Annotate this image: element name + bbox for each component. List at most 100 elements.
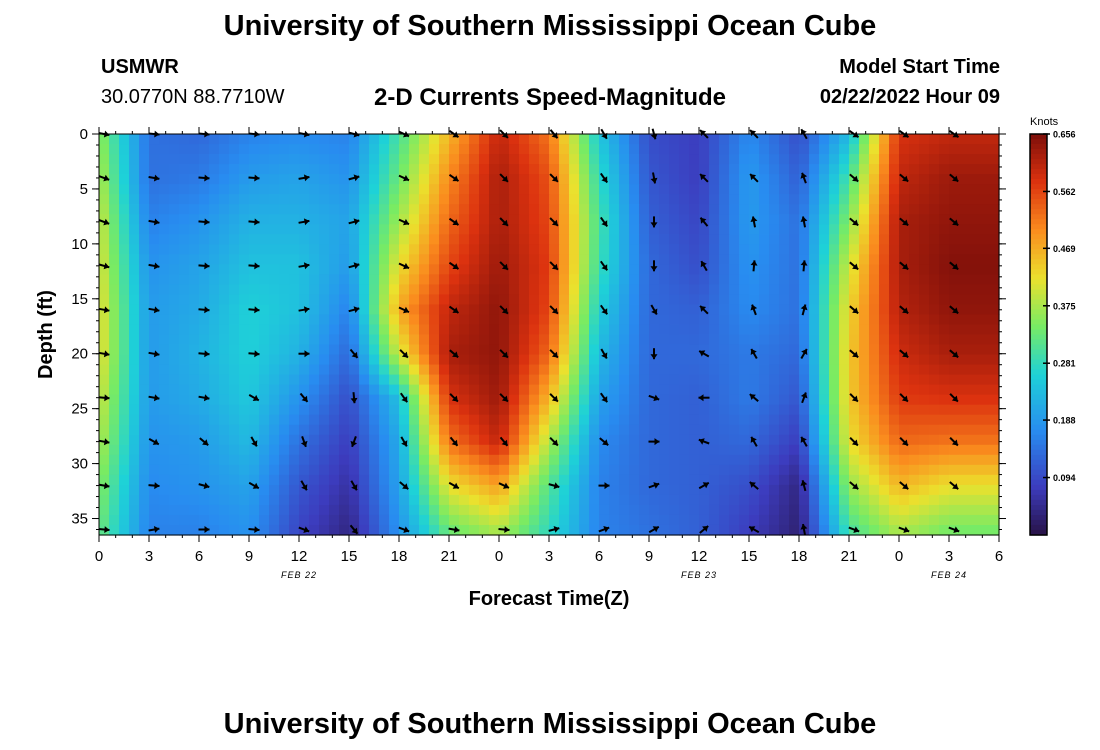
heatmap-cell [729, 284, 740, 296]
heatmap-cell [219, 344, 230, 356]
heatmap-cell [349, 134, 360, 145]
heatmap-cell [199, 344, 210, 356]
heatmap-cell [699, 484, 710, 496]
heatmap-cell [269, 464, 280, 476]
heatmap-cell [799, 504, 810, 516]
heatmap-cell [829, 244, 840, 255]
heatmap-cell [769, 264, 780, 275]
heatmap-cell [219, 314, 230, 326]
heatmap-cell [339, 304, 350, 316]
heatmap-cell [719, 304, 730, 316]
heatmap-cell [359, 384, 370, 396]
arrow-head [254, 350, 260, 358]
heatmap-cell [429, 314, 440, 326]
heatmap-cell [869, 264, 880, 275]
heatmap-cell [569, 254, 580, 265]
heatmap-cell [929, 394, 940, 406]
heatmap-cell [229, 504, 240, 516]
heatmap-cell [689, 244, 700, 255]
heatmap-cell [119, 154, 130, 165]
heatmap-cell [529, 494, 540, 506]
heatmap-cell [199, 254, 210, 265]
heatmap-cell [599, 154, 610, 165]
heatmap-cell [479, 354, 490, 366]
heatmap-cell [419, 494, 430, 506]
heatmap-cell [799, 294, 810, 306]
heatmap-cell [719, 464, 730, 476]
heatmap-cell [679, 374, 690, 386]
heatmap-cell [469, 384, 480, 396]
heatmap-cell [629, 354, 640, 366]
heatmap-cell [349, 364, 360, 376]
arrow-head [952, 351, 959, 358]
heatmap-cell [609, 134, 620, 145]
heatmap-cell [969, 384, 980, 396]
heatmap-cell [489, 454, 500, 466]
heatmap-cell [869, 134, 880, 145]
heatmap-cell [529, 444, 540, 456]
heatmap-cell [399, 504, 410, 516]
heatmap-cell [279, 514, 290, 526]
heatmap-cell [419, 424, 430, 436]
arrow-head [650, 222, 658, 228]
arrow-head [952, 263, 959, 270]
heatmap-cell [669, 444, 680, 456]
heatmap-cell [439, 404, 450, 416]
heatmap-cell [989, 164, 1000, 175]
heatmap-cell [249, 344, 260, 356]
heatmap-cell [539, 174, 550, 185]
heatmap-cell [519, 194, 530, 205]
heatmap-cell [889, 264, 900, 275]
arrow-head [501, 351, 508, 358]
heatmap-cell [849, 434, 860, 446]
heatmap-cell [579, 524, 590, 536]
heatmap-cell [589, 444, 600, 456]
heatmap-cell [109, 474, 120, 486]
heatmap-cell [979, 464, 990, 476]
heatmap-cell [859, 154, 870, 165]
colorbar-swatch [1030, 294, 1047, 301]
heatmap-cell [789, 474, 800, 486]
arrow-head [104, 526, 110, 533]
heatmap-cell [449, 234, 460, 245]
heatmap-cell [239, 254, 250, 265]
heatmap-cell [99, 484, 110, 496]
current-arrow [348, 306, 360, 313]
heatmap-cell [159, 444, 170, 456]
heatmap-cell [699, 494, 710, 506]
heatmap-cell [529, 304, 540, 316]
heatmap-cell [439, 274, 450, 285]
heatmap-cell [729, 254, 740, 265]
heatmap-cell [909, 144, 920, 155]
heatmap-cell [789, 524, 800, 536]
heatmap-cell [209, 524, 220, 536]
heatmap-cell [689, 154, 700, 165]
heatmap-cell [389, 334, 400, 346]
heatmap-cell [149, 504, 160, 516]
heatmap-cell [649, 444, 660, 456]
heatmap-cell [369, 494, 380, 506]
arrow-head [851, 395, 858, 402]
heatmap-cell [249, 454, 260, 466]
heatmap-cell [529, 344, 540, 356]
heatmap-cell [109, 394, 120, 406]
heatmap-cell [889, 174, 900, 185]
x-tick-label: 0 [95, 548, 103, 565]
heatmap-cell [119, 384, 130, 396]
heatmap-cell [549, 384, 560, 396]
heatmap-cell [959, 454, 970, 466]
heatmap-cell [339, 204, 350, 215]
heatmap-cell [299, 184, 310, 195]
heatmap-cell [669, 254, 680, 265]
arrow-head [104, 394, 110, 402]
arrow-head [601, 308, 608, 315]
heatmap-cell [479, 324, 490, 336]
heatmap-cell [289, 354, 300, 366]
heatmap-cell [949, 234, 960, 245]
heatmap-cell [229, 134, 240, 145]
heatmap-cell [399, 164, 410, 175]
heatmap-cell [639, 364, 650, 376]
heatmap-cell [209, 514, 220, 526]
arrow-head [353, 262, 360, 270]
